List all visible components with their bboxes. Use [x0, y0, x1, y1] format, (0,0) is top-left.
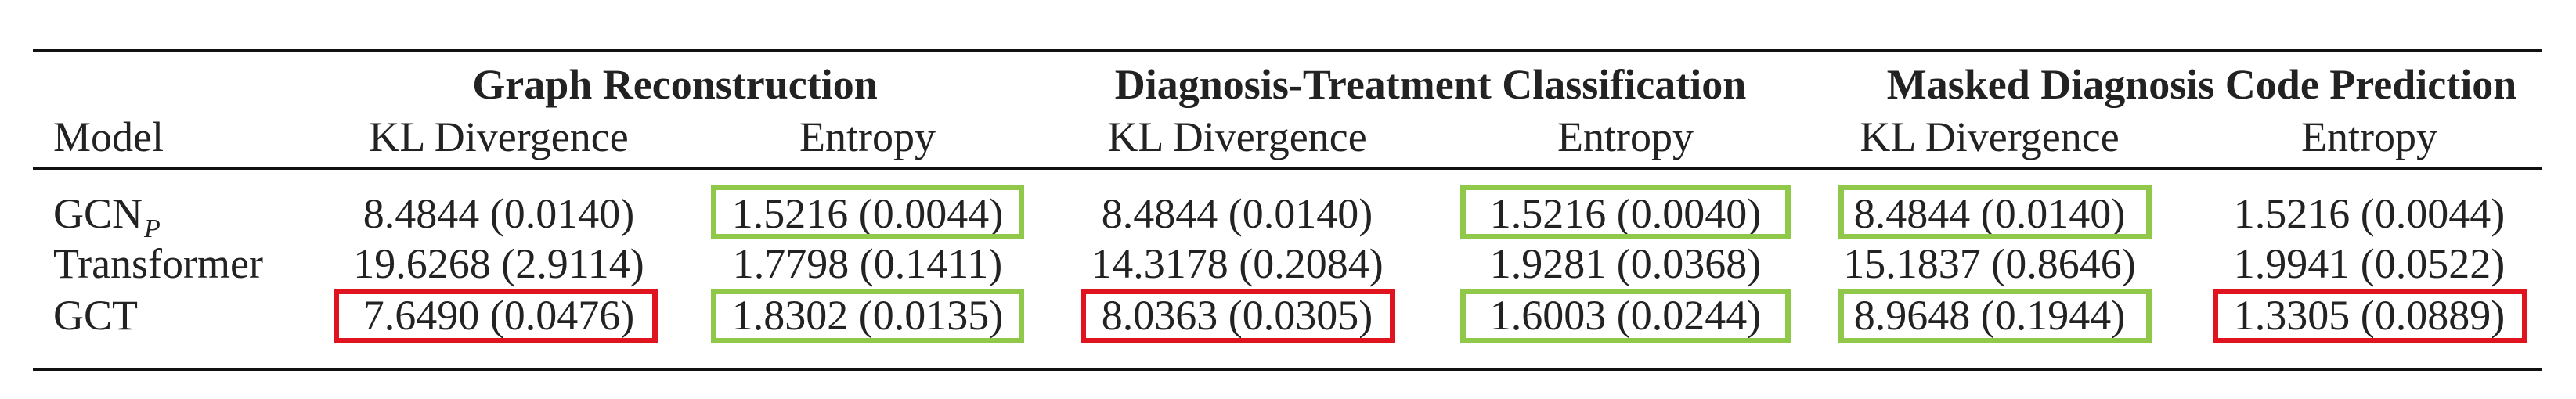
table-cell: 19.6268 (2.9114) — [353, 240, 644, 287]
highlight-box — [1838, 289, 2152, 343]
model-column-header: Model — [53, 113, 164, 160]
table-cell: 1.8302 (0.0135) — [731, 292, 1004, 339]
highlight-box — [1460, 289, 1791, 343]
table-cell: 1.7798 (0.1411) — [732, 240, 1003, 287]
subheader-gr-entropy: Entropy — [799, 113, 936, 160]
table-cell: 1.9281 (0.0368) — [1489, 240, 1762, 287]
subheader-gr-kl: KL Divergence — [369, 113, 629, 160]
table-cell: 1.5216 (0.0040) — [1489, 190, 1762, 237]
table-cell: 7.6490 (0.0476) — [363, 292, 635, 339]
table-cell: 1.5216 (0.0044) — [731, 190, 1004, 237]
table-row-model-name: GCNP — [53, 190, 161, 243]
group-header-diagnosis-treatment-classification: Diagnosis-Treatment Classification — [1114, 61, 1747, 108]
highlight-box — [2213, 289, 2527, 343]
table-cell: 8.4844 (0.0140) — [1101, 190, 1373, 237]
table-top-rule — [33, 49, 2542, 52]
table-cell: 14.3178 (0.2084) — [1091, 240, 1384, 287]
table-cell: 8.0363 (0.0305) — [1101, 292, 1373, 339]
table-header-rule — [33, 167, 2542, 170]
table-cell: 15.1837 (0.8646) — [1843, 240, 2136, 287]
subheader-mdcp-entropy: Entropy — [2301, 113, 2437, 160]
highlight-box — [1838, 185, 2152, 239]
table-cell: 1.6003 (0.0244) — [1489, 292, 1762, 339]
table-cell: 1.5216 (0.0044) — [2233, 190, 2506, 237]
model-name: Transformer — [53, 240, 263, 287]
subheader-dtc-entropy: Entropy — [1557, 113, 1694, 160]
model-name: GCN — [53, 190, 143, 237]
model-name: GCT — [53, 292, 138, 339]
group-header-graph-reconstruction: Graph Reconstruction — [472, 61, 878, 108]
highlight-box — [711, 185, 1024, 239]
table-cell: 8.4844 (0.0140) — [1853, 190, 2126, 237]
table-cell: 8.9648 (0.1944) — [1853, 292, 2126, 339]
highlight-box — [1081, 289, 1395, 343]
highlight-box — [1460, 185, 1791, 239]
group-header-masked-diagnosis-code-prediction: Masked Diagnosis Code Prediction — [1886, 61, 2517, 108]
table-cell: 1.9941 (0.0522) — [2233, 240, 2506, 287]
subheader-dtc-kl: KL Divergence — [1107, 113, 1367, 160]
highlight-box — [711, 289, 1024, 343]
table-bottom-rule — [33, 368, 2542, 371]
table-cell: 1.3305 (0.0889) — [2233, 292, 2506, 339]
model-subscript: P — [144, 214, 161, 243]
table-cell: 8.4844 (0.0140) — [363, 190, 635, 237]
subheader-mdcp-kl: KL Divergence — [1860, 113, 2120, 160]
highlight-box — [334, 289, 658, 343]
